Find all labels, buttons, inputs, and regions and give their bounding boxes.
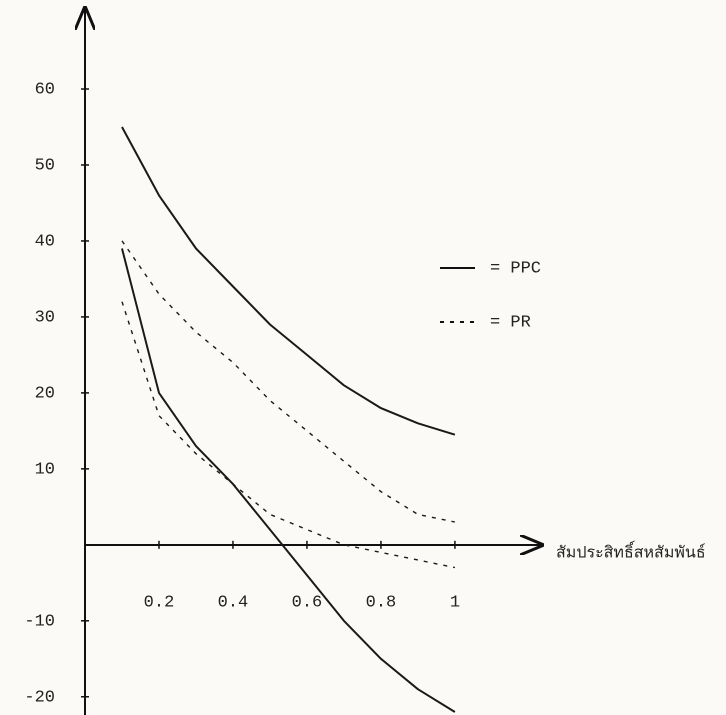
- y-tick-label: 50: [35, 156, 55, 175]
- y-tick-label: 10: [35, 460, 55, 479]
- y-tick-label: 20: [35, 384, 55, 403]
- x-tick-label: 1: [450, 593, 460, 612]
- y-tick-label: 60: [35, 80, 55, 99]
- y-tick-label: -20: [24, 688, 55, 707]
- x-tick-label: 0.2: [144, 593, 175, 612]
- y-tick-label: 40: [35, 232, 55, 251]
- legend-label: = PR: [490, 313, 531, 332]
- x-tick-label: 0.8: [366, 593, 397, 612]
- series-line: [121, 301, 456, 569]
- legend-label: = PPC: [490, 259, 541, 278]
- series-line: [121, 240, 456, 523]
- y-tick-label: 30: [35, 308, 55, 327]
- y-tick-label: -10: [24, 612, 55, 631]
- x-tick-label: 0.6: [292, 593, 323, 612]
- x-axis-label: สัมประสิทธิ์สหสัมพันธ์: [556, 541, 706, 562]
- series-line: [121, 248, 456, 713]
- series-line: [121, 126, 456, 436]
- x-tick-label: 0.4: [218, 593, 249, 612]
